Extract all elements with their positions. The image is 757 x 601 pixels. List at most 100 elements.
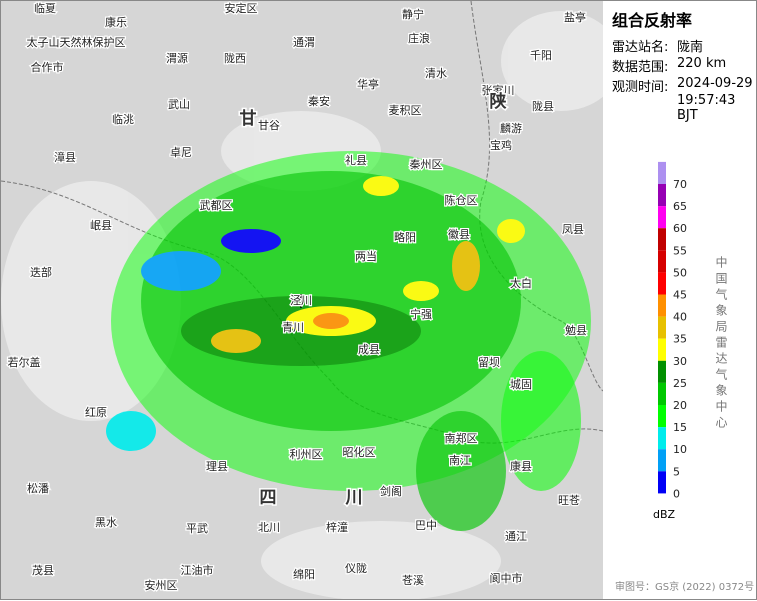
place-label: 宝鸡: [490, 138, 512, 152]
province-label: 四: [260, 488, 277, 508]
place-label: 昭化区: [343, 445, 376, 459]
legend-label: 0: [673, 487, 680, 500]
legend-unit: dBZ: [653, 508, 676, 521]
value: 陇南: [677, 40, 704, 55]
terrain-light: [1, 11, 603, 599]
place-label: 城固: [510, 378, 532, 391]
place-label: 麦积区: [389, 104, 422, 117]
legend-swatch: [658, 405, 666, 428]
place-label: 旺苍: [558, 494, 580, 507]
place-label: 张家川: [482, 83, 515, 97]
place-label: 武都区: [200, 199, 233, 212]
label: 观测时间:: [612, 80, 669, 95]
legend-swatch: [658, 294, 666, 317]
legend-swatch: [658, 184, 666, 207]
legend-label: 60: [673, 222, 687, 235]
place-label: 南江: [449, 454, 471, 467]
legend-label: 50: [673, 266, 687, 279]
legend-label: 35: [673, 333, 687, 346]
place-label: 梓潼: [326, 520, 348, 534]
place-label: 利州区: [290, 448, 323, 461]
place-label: 清水: [425, 67, 447, 80]
place-label: 勉县: [565, 323, 587, 337]
place-label: 秦安: [308, 94, 330, 108]
legend-label: 5: [673, 465, 680, 478]
legend-swatch: [658, 471, 666, 494]
legend-label: 65: [673, 200, 687, 213]
place-label: 通江: [505, 530, 527, 543]
place-label: 康县: [510, 459, 532, 473]
legend-swatch: [658, 382, 666, 405]
place-label: 北川: [258, 521, 280, 534]
province-label: 甘: [240, 108, 257, 129]
place-label: 仪陇: [345, 561, 367, 575]
place-label: 南郑区: [445, 431, 478, 445]
place-label: 陇县: [532, 99, 554, 113]
legend-label: 10: [673, 443, 687, 456]
place-label: 理县: [206, 460, 228, 473]
place-label: 巴中: [415, 519, 437, 532]
legend-swatch: [658, 272, 666, 295]
legend-swatch: [658, 316, 666, 339]
place-label: 宁强: [410, 307, 432, 321]
place-label: 成县: [358, 343, 380, 356]
province-label: 川: [345, 488, 363, 508]
label: 数据范围:: [612, 60, 669, 75]
place-label: 盐亭: [564, 10, 586, 24]
legend-label: 70: [673, 178, 687, 191]
place-label: 迭部: [30, 265, 52, 279]
legend-label: 45: [673, 289, 687, 302]
place-label: 武山: [168, 98, 190, 111]
legend-swatch: [658, 228, 666, 251]
place-label: 华亭: [357, 77, 379, 91]
place-label: 黑水: [95, 516, 117, 529]
place-label: 凤县: [562, 223, 584, 236]
place-label: 安定区: [225, 1, 258, 15]
legend-label: 25: [673, 377, 687, 390]
place-label: 两当: [355, 249, 377, 263]
place-label: 徽县: [448, 227, 470, 241]
panel-title: 组合反射率: [612, 11, 693, 30]
place-label: 临夏: [34, 1, 56, 15]
place-label: 千阳: [530, 49, 552, 62]
place-label: 庄浪: [408, 31, 430, 45]
place-label: 江油市: [181, 563, 214, 577]
legend-label: 30: [673, 355, 687, 368]
place-label: 漳县: [54, 150, 76, 164]
place-label: 康乐: [105, 15, 127, 29]
radar-site: [294, 294, 308, 308]
legend-swatch: [658, 206, 666, 229]
legend-swatch: [658, 338, 666, 361]
label: 雷达站名:: [612, 40, 669, 55]
place-label: 留坝: [478, 355, 500, 369]
place-label: 太子山天然林保护区: [27, 35, 126, 49]
legend-swatch: [658, 161, 666, 184]
place-label: 临洮: [112, 112, 134, 126]
value: 220 km: [677, 56, 727, 71]
place-label: 青川: [282, 321, 304, 334]
place-label: 通渭: [293, 36, 315, 49]
place-label: 松潘: [27, 481, 49, 495]
place-label: 麟游: [500, 121, 522, 135]
legend-swatch: [658, 250, 666, 273]
place-label: 太白: [510, 276, 532, 290]
place-label: 卓尼: [170, 146, 192, 159]
place-label: 合作市: [31, 60, 64, 74]
place-label: 泾川: [290, 294, 312, 307]
place-label: 苍溪: [402, 574, 424, 587]
province-label: 陕: [490, 91, 507, 112]
place-label: 礼县: [345, 153, 367, 167]
place-label: 甘谷: [258, 119, 280, 132]
radar-echo: [106, 151, 591, 531]
place-label: 秦州区: [410, 157, 443, 171]
place-label: 茂县: [32, 563, 54, 577]
place-label: 阆中市: [490, 571, 523, 585]
place-label: 若尔盖: [8, 355, 41, 369]
footer: 审图号：GS京 (2022) 0372号: [615, 582, 755, 593]
agency: 中国气象局雷达气象中心: [714, 256, 728, 432]
value: 2024-09-29: [677, 76, 753, 91]
value: 19:57:43 BJT: [677, 93, 736, 123]
